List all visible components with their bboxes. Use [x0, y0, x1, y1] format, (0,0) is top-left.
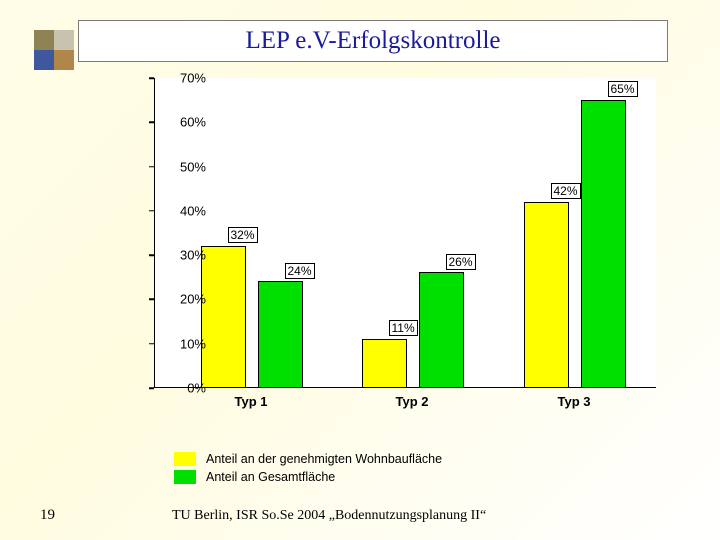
- bar-chart: 32%24%11%26%42%65% 0%10%20%30%40%50%60%7…: [98, 78, 660, 438]
- legend-swatch: [174, 452, 196, 466]
- y-tick-label: 60%: [156, 115, 206, 130]
- bar-value-label: 11%: [389, 320, 418, 336]
- bar: [362, 339, 407, 388]
- bar: [419, 272, 464, 387]
- y-tick-mark: [149, 343, 154, 345]
- y-tick-mark: [149, 387, 154, 389]
- legend-item: Anteil an Gesamtfläche: [174, 470, 442, 484]
- y-tick-label: 20%: [156, 292, 206, 307]
- bar-value-label: 26%: [446, 254, 476, 270]
- y-tick-label: 50%: [156, 159, 206, 174]
- page-number: 19: [40, 507, 55, 524]
- bar: [258, 281, 303, 387]
- x-group-label: Typ 1: [211, 394, 291, 409]
- bar: [201, 246, 246, 388]
- plot-area: 32% 24% 11% 26% 42% 65%: [154, 78, 656, 388]
- y-tick-label: 10%: [156, 336, 206, 351]
- slide-title: LEP e.V-Erfolgskontrolle: [78, 20, 668, 62]
- slide: LEP e.V-Erfolgskontrolle 32% 24% 11% 26% 42%…: [0, 0, 720, 540]
- y-tick-mark: [149, 210, 154, 212]
- bar-value-label: 65%: [608, 81, 638, 97]
- corner-logo: [34, 30, 74, 70]
- x-group-label: Typ 3: [534, 394, 614, 409]
- y-tick-mark: [149, 122, 154, 124]
- legend-label: Anteil an der genehmigten Wohnbaufläche: [206, 452, 442, 466]
- bar-value-label: 32%: [228, 227, 258, 243]
- y-tick-label: 40%: [156, 203, 206, 218]
- y-tick-label: 70%: [156, 71, 206, 86]
- legend: Anteil an der genehmigten Wohnbaufläche A…: [174, 452, 442, 488]
- x-group-label: Typ 2: [372, 394, 452, 409]
- logo-q-br: [54, 50, 74, 70]
- y-tick-label: 0%: [156, 381, 206, 396]
- y-tick-mark: [149, 254, 154, 256]
- y-tick-label: 30%: [156, 248, 206, 263]
- legend-item: Anteil an der genehmigten Wohnbaufläche: [174, 452, 442, 466]
- y-tick-mark: [149, 166, 154, 168]
- logo-q-tr: [54, 30, 74, 50]
- footer-text: TU Berlin, ISR So.Se 2004 „Bodennutzungs…: [172, 508, 486, 524]
- logo-q-tl: [34, 30, 54, 50]
- bar: [581, 100, 626, 388]
- y-tick-mark: [149, 77, 154, 79]
- logo-q-bl: [34, 50, 54, 70]
- legend-swatch: [174, 470, 196, 484]
- bar: [524, 202, 569, 388]
- y-tick-mark: [149, 299, 154, 301]
- legend-label: Anteil an Gesamtfläche: [206, 470, 335, 484]
- bar-value-label: 42%: [551, 183, 581, 199]
- bar-value-label: 24%: [285, 263, 315, 279]
